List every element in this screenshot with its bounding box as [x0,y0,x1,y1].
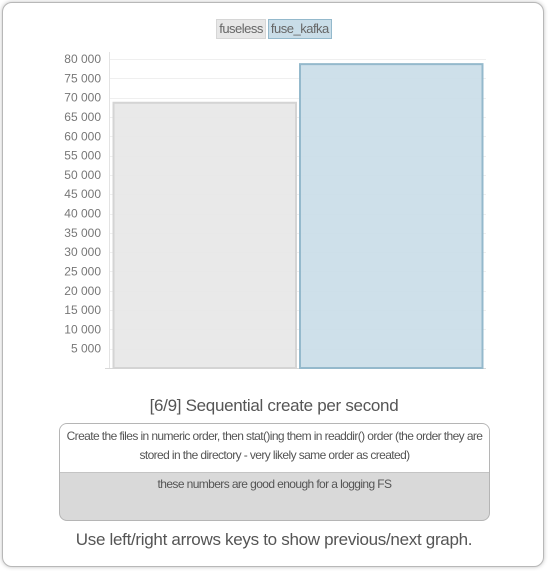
y-tick-label: 35 000 [64,226,101,240]
chart-title: [6/9] Sequential create per second [149,396,399,415]
y-tick-label: 70 000 [64,91,101,105]
y-tick-label: 25 000 [64,264,101,278]
y-tick-label: 10 000 [64,322,101,336]
y-tick-label: 15 000 [64,303,101,317]
bar-fuseless [112,101,297,369]
legend-item-fuseless[interactable]: fuseless [216,19,266,39]
bar-fuse-kafka [299,63,484,369]
y-tick-label: 45 000 [64,187,101,201]
y-tick-label: 20 000 [64,284,101,298]
y-tick-label: 75 000 [64,71,101,85]
y-tick-label: 50 000 [64,168,101,182]
navigation-hint: Use left/right arrows keys to show previ… [75,530,473,549]
y-tick-label: 5 000 [71,342,101,356]
y-tick-label: 30 000 [64,245,101,259]
description-note: these numbers are good enough for a logg… [157,477,393,491]
y-tick-label: 80 000 [64,52,101,66]
y-tick-label: 60 000 [64,129,101,143]
y-tick-label: 55 000 [64,149,101,163]
legend: fuseless fuse_kafka [0,19,548,39]
description-text: Create the files in numeric order, then … [60,424,489,473]
y-tick-label: 65 000 [64,110,101,124]
description-box: Create the files in numeric order, then … [59,423,490,521]
legend-item-fuse-kafka[interactable]: fuse_kafka [267,19,332,39]
y-tick-label: 40 000 [64,207,101,221]
